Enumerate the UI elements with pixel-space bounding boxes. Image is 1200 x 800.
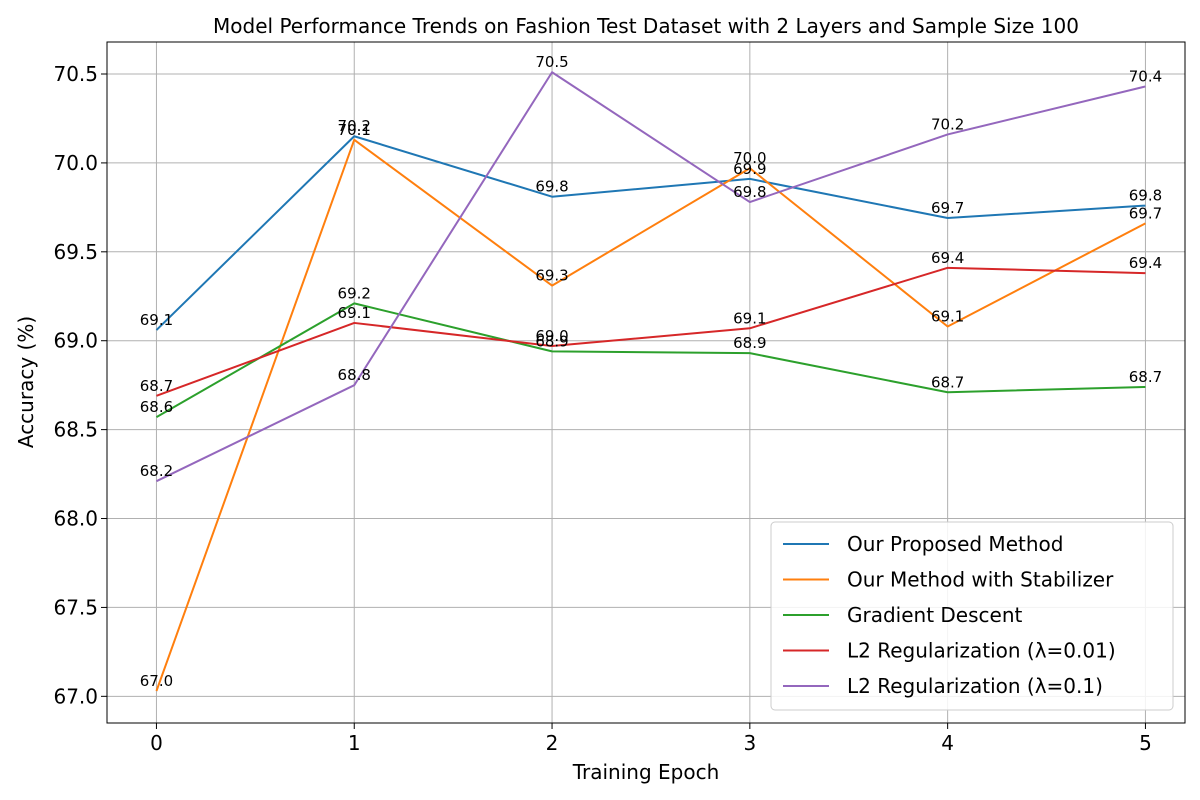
x-tick-label: 2: [546, 731, 559, 755]
data-label: 68.6: [140, 398, 173, 416]
data-label: 70.2: [338, 117, 371, 135]
x-tick-label: 3: [743, 731, 756, 755]
legend: Our Proposed Method Our Method with Stabi…: [770, 521, 1174, 711]
y-tick-label: 69.0: [53, 329, 98, 353]
x-tick-label: 1: [348, 731, 361, 755]
data-label: 69.9: [733, 160, 766, 178]
data-label: 69.2: [338, 284, 371, 302]
data-label: 70.0: [733, 149, 766, 167]
y-tick-label: 69.5: [53, 240, 98, 264]
data-label: 69.1: [140, 311, 173, 329]
data-label: 68.8: [338, 366, 371, 384]
legend-box: [770, 521, 1174, 711]
series-line-3: [156, 266, 1146, 397]
series-line-0: [155, 135, 1146, 331]
x-axis-label: Training Epoch: [572, 760, 720, 784]
data-label: 68.9: [733, 334, 766, 352]
data-label: 68.7: [931, 373, 964, 391]
data-label: 69.8: [733, 183, 766, 201]
data-label: 69.7: [931, 199, 964, 217]
data-label: 68.7: [140, 377, 173, 395]
series-line-4: [156, 71, 1146, 483]
y-tick-label: 68.0: [53, 507, 98, 531]
data-label: 68.9: [535, 332, 568, 350]
data-label: 68.2: [140, 462, 173, 480]
data-label: 70.4: [1129, 67, 1162, 85]
grid-lines: [107, 42, 1185, 723]
legend-label: Gradient Descent: [847, 603, 1023, 627]
data-label: 69.0: [535, 327, 568, 345]
data-label: 70.5: [535, 53, 568, 71]
y-tick-label: 68.5: [53, 418, 98, 442]
data-label: 69.1: [338, 304, 371, 322]
legend-label: L2 Regularization (λ=0.1): [847, 674, 1103, 698]
legend-label: Our Method with Stabilizer: [847, 568, 1114, 592]
x-tick-label: 5: [1139, 731, 1152, 755]
legend-label: Our Proposed Method: [847, 532, 1063, 556]
axis-ticks: 0 1 2 3 4 5 67.0 67.5 68.0 68.5 69.0 69.5 70.0 70.5: [53, 62, 1151, 755]
chart-title: Model Performance Trends on Fashion Test…: [213, 14, 1079, 38]
y-tick-label: 67.0: [53, 684, 98, 708]
data-label: 69.7: [1129, 204, 1162, 222]
data-label: 69.8: [535, 178, 568, 196]
data-label: 69.3: [535, 267, 568, 285]
data-labels: 69.170.269.869.969.769.867.070.169.370.0…: [140, 53, 1162, 690]
data-label: 69.1: [733, 309, 766, 327]
y-axis-label: Accuracy (%): [14, 316, 38, 448]
data-label: 69.1: [931, 307, 964, 325]
plot-frame: [106, 41, 1186, 724]
data-label: 69.4: [931, 249, 964, 267]
series-lines: [155, 71, 1146, 692]
y-tick-label: 70.5: [53, 62, 98, 86]
x-tick-label: 0: [150, 731, 163, 755]
data-label: 69.4: [1129, 254, 1162, 272]
data-label: 70.2: [931, 115, 964, 133]
x-tick-label: 4: [941, 731, 954, 755]
series-line-1: [155, 138, 1146, 692]
y-tick-label: 67.5: [53, 595, 98, 619]
data-label: 69.8: [1129, 187, 1162, 205]
y-tick-label: 70.0: [53, 151, 98, 175]
data-label: 70.1: [338, 121, 371, 139]
legend-label: L2 Regularization (λ=0.01): [847, 639, 1116, 663]
series-line-2: [155, 302, 1146, 419]
data-label: 67.0: [140, 672, 173, 690]
data-label: 68.7: [1129, 368, 1162, 386]
